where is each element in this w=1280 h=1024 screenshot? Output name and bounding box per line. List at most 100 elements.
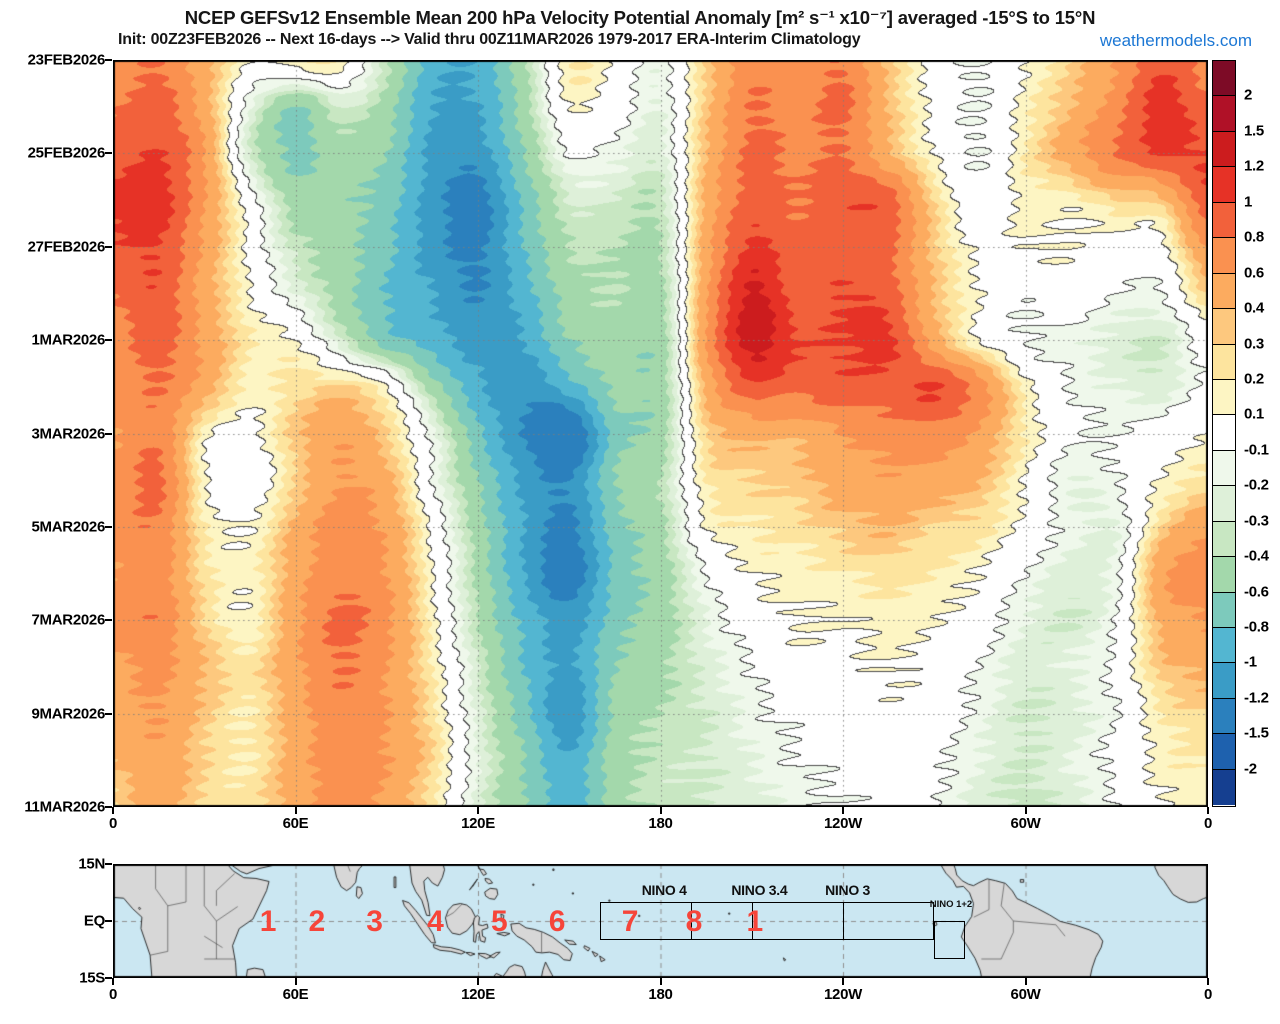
mjo-phase-marker: 7 [621,905,639,938]
time-axis-label: 1MAR2026 [31,331,106,349]
map-lon-axis-label: 0 [1203,986,1213,1003]
colorbar-segment [1213,557,1235,593]
time-axis-tick [105,525,112,528]
colorbar-segment [1213,663,1235,699]
nino-regions-box [599,902,935,940]
colorbar-tick-label: 1 [1244,193,1253,211]
map-lon-axis-tick [477,978,479,985]
time-axis-tick [105,619,112,622]
nino-region-divider [842,903,845,939]
mjo-phase-marker: 3 [366,905,383,938]
colorbar-tick-label: 0.2 [1244,370,1264,388]
longitude-axis-tick [112,807,114,814]
colorbar-tick-label: -1.5 [1244,724,1269,742]
map-lon-axis-tick [842,978,844,985]
colorbar-tick-label: 0.6 [1244,264,1264,282]
time-axis-tick [105,59,112,61]
colorbar-segment [1213,167,1235,203]
time-axis-tick [105,152,112,155]
colorbar-tick-label: 1.2 [1244,157,1264,175]
longitude-axis-label: 60W [1010,815,1041,832]
colorbar-segment [1213,734,1235,770]
longitude-axis-tick [659,807,662,814]
longitude-axis-label: 180 [648,815,673,832]
mjo-phase-marker: 2 [308,905,326,938]
time-axis-tick [105,712,112,715]
contour-field-canvas [113,60,1208,807]
map-lon-axis-tick [659,978,662,985]
colorbar-segment [1213,96,1235,132]
time-axis-label: 9MAR2026 [31,705,106,723]
map-lon-axis-tick [1024,978,1027,985]
nino-1-2-label: NINO 1+2 [929,899,973,910]
colorbar-tick-label: 0.1 [1244,405,1264,423]
colorbar-tick-label: -1 [1244,653,1257,671]
mjo-phase-marker: 6 [548,905,566,938]
colorbar-segment [1213,450,1235,487]
map-lon-axis-tick [1207,978,1209,985]
longitude-axis-label: 0 [1203,815,1213,832]
colorbar-tick-label: 0.4 [1244,299,1264,317]
colorbar-tick-label: -0.8 [1244,618,1269,636]
map-lon-axis-label: 120W [824,986,862,1003]
longitude-axis-label: 0 [108,815,118,832]
colorbar-tick-label: -0.4 [1244,547,1269,565]
colorbar-segment [1213,131,1235,168]
reference-map [113,864,1208,978]
map-lon-axis-label: 120E [461,986,495,1003]
colorbar-tick-label: 2 [1244,86,1253,104]
time-axis-label: 25FEB2026 [27,144,106,162]
map-lat-axis-label: 15S [79,969,105,987]
colorbar-segment [1213,592,1235,628]
colorbar-segment [1213,61,1235,97]
time-axis-tick [105,339,112,342]
colorbar-tick-label: 0.3 [1244,335,1264,352]
colorbar-tick-label: -1.2 [1244,689,1269,707]
map-canvas [113,864,1208,978]
map-lon-axis-label: 60E [282,986,309,1003]
colorbar-tick-label: 1.5 [1244,122,1264,140]
colorbar-segment [1213,344,1235,380]
mjo-phase-marker: 8 [685,905,703,938]
longitude-axis-tick [1207,807,1209,814]
colorbar-segment [1213,486,1235,522]
mjo-phase-marker: 1 [259,905,277,938]
colorbar-segment [1213,273,1235,310]
map-lat-axis-label: 15N [78,855,105,873]
time-axis-label: 5MAR2026 [31,518,106,536]
time-axis-label: 27FEB2026 [27,238,106,256]
longitude-axis-label: 60E [282,815,309,832]
map-lon-axis-label: 60W [1010,986,1041,1003]
colorbar-tick-label: -0.1 [1244,441,1269,459]
colorbar-segment [1213,769,1235,806]
nino-region-label: NINO 3 [825,882,871,898]
longitude-axis-tick [294,807,297,814]
longitude-axis-tick [842,807,844,814]
time-axis-tick [105,245,112,248]
map-lon-axis-tick [294,978,297,985]
map-lat-axis-tick [105,977,112,979]
watermark-link[interactable]: weathermodels.com [1099,31,1252,50]
map-lon-axis-label: 180 [648,986,673,1003]
colorbar-segment [1213,379,1235,416]
time-axis-label: 23FEB2026 [27,51,106,69]
colorbar-segment [1213,202,1235,239]
nino-region-label: NINO 3.4 [731,882,788,898]
map-lon-axis-tick [112,978,114,985]
mjo-phase-marker: 5 [490,905,508,938]
colorbar-tick-label: -2 [1244,760,1257,778]
time-axis-tick [105,806,112,808]
colorbar-segment [1213,698,1235,735]
colorbar-tick-label: -0.6 [1244,583,1269,601]
time-axis-tick [105,432,112,435]
nino-region-label: NINO 4 [641,882,687,898]
time-axis-label: 11MAR2026 [24,798,105,816]
mjo-phase-marker: 1 [746,905,764,938]
time-axis-label: 3MAR2026 [31,425,106,442]
longitude-axis-label: 120W [824,815,862,832]
mjo-phase-marker: 4 [427,905,444,938]
hovmoller-plot [113,60,1208,807]
map-lon-axis-label: 0 [108,986,118,1003]
colorbar-segment [1213,521,1235,558]
